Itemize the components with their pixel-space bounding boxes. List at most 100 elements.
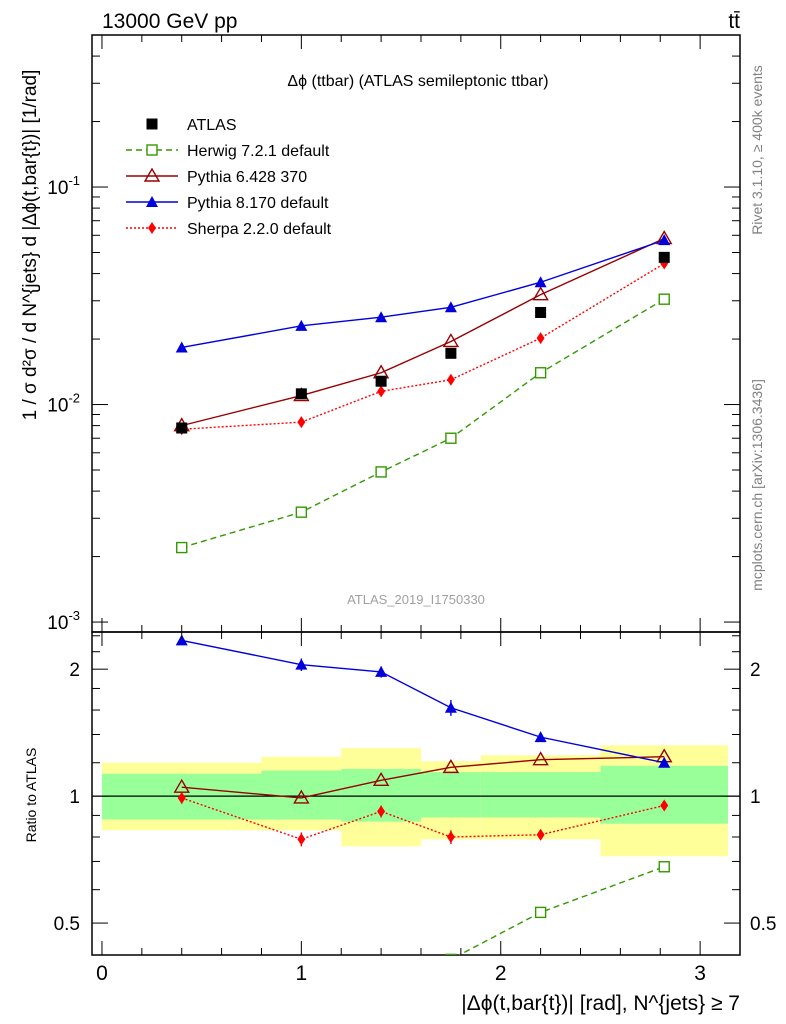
source-label: mcplots.cern.ch [arXiv:1306.3436] xyxy=(749,379,765,591)
series-point-main xyxy=(377,385,386,398)
legend-entry-2: Pythia 6.428 370 xyxy=(126,167,307,186)
legend-label: Pythia 8.170 default xyxy=(187,195,329,212)
legend-marker xyxy=(146,196,158,207)
ratio-tick-label: 2 xyxy=(69,660,80,681)
series-point-main xyxy=(176,541,188,554)
rivet-version-label: Rivet 3.1.10, ≥ 400k events xyxy=(749,65,765,235)
inner-band-5 xyxy=(600,765,729,824)
series-line-ratio xyxy=(181,797,665,841)
series-point-ratio xyxy=(377,805,386,818)
x-tick-label: 3 xyxy=(694,962,706,985)
legend-marker xyxy=(146,118,158,130)
x-axis-label: |Δϕ(t,bar{t})| [rad], N^{jets} ≥ 7 xyxy=(461,992,740,1015)
series-point-main xyxy=(658,234,671,246)
legend-entry-1: Herwig 7.2.1 default xyxy=(126,143,330,160)
chart-title: Δϕ (ttbar) (ATLAS semileptonic ttbar) xyxy=(287,73,548,90)
ratio-tick-label-right: 2 xyxy=(750,660,761,681)
tick-layer: 0 1 2 3 10-3 10-2 10-1 0.5 0.5 1 1 2 2 xyxy=(47,34,776,985)
ratio-plot-frame xyxy=(91,631,741,956)
x-tick-label: 2 xyxy=(495,962,507,985)
legend-label: Herwig 7.2.1 default xyxy=(187,143,330,160)
y-tick-label: 10-3 xyxy=(47,608,80,634)
series-point-main xyxy=(534,276,547,288)
legend-marker xyxy=(143,167,161,182)
inner-band-3 xyxy=(420,772,481,818)
axes-frames xyxy=(91,34,741,956)
ratio-tick-label: 0.5 xyxy=(54,914,80,935)
series-point-ratio xyxy=(444,701,457,713)
series-point-ratio xyxy=(534,731,547,743)
series-point-ratio xyxy=(175,634,188,646)
series-point-ratio xyxy=(372,771,390,787)
series-point-ratio xyxy=(376,968,386,978)
series-layer xyxy=(173,230,673,1024)
series-point-main xyxy=(297,416,306,429)
series-point-main xyxy=(536,332,545,345)
legend-label: ATLAS xyxy=(187,117,237,134)
series-line-main xyxy=(181,239,665,349)
legend-label: Sherpa 2.2.0 default xyxy=(187,221,332,238)
data-point xyxy=(295,388,307,400)
series-point-ratio xyxy=(297,833,306,846)
series-point-main xyxy=(295,506,308,518)
series-line-main xyxy=(181,237,665,427)
series-point-ratio xyxy=(445,953,457,955)
series-2 xyxy=(175,234,671,353)
data-point xyxy=(445,347,457,359)
legend-marker xyxy=(146,144,158,156)
y-tick-label: 10-1 xyxy=(47,173,80,199)
series-point-main xyxy=(442,333,460,348)
series-line-ratio xyxy=(181,756,665,799)
data-series xyxy=(176,251,670,434)
data-point xyxy=(535,306,547,318)
series-point-ratio xyxy=(293,789,310,804)
y-tick-label: 10-2 xyxy=(47,391,80,417)
series-point-main xyxy=(658,293,670,305)
ratio-tick-label: 1 xyxy=(69,787,80,808)
series-0 xyxy=(176,293,670,554)
y-axis-label: 1 / σ d²σ / d N^{jets} d |Δϕ(t,bar{t})| … xyxy=(20,70,41,421)
series-point-ratio xyxy=(296,1018,306,1024)
series-point-ratio xyxy=(660,799,669,812)
series-point-main xyxy=(375,466,387,478)
series-point-main xyxy=(175,341,188,353)
x-tick-label: 0 xyxy=(96,962,108,985)
data-point xyxy=(658,251,670,263)
series-point-main xyxy=(534,367,547,379)
legend-label: Pythia 6.428 370 xyxy=(187,169,307,186)
uncertainty-bands xyxy=(92,745,740,857)
series-ratio-0 xyxy=(296,861,670,1024)
series-point-ratio xyxy=(534,906,547,919)
legend-entry-0: ATLAS xyxy=(146,117,237,134)
series-point-main xyxy=(445,432,457,444)
series-ratio-3 xyxy=(177,791,669,847)
legend-marker xyxy=(148,222,156,234)
series-point-ratio xyxy=(532,751,549,766)
analysis-watermark: ATLAS_2019_I1750330 xyxy=(347,592,485,607)
ratio-y-axis-label: Ratio to ATLAS xyxy=(23,748,39,843)
legend-entry-3: Pythia 8.170 default xyxy=(126,195,329,212)
series-point-main xyxy=(532,286,549,301)
ratio-tick-label-right: 1 xyxy=(750,787,761,808)
header-energy-label: 13000 GeV pp xyxy=(102,10,237,33)
series-point-ratio xyxy=(658,756,671,768)
data-point xyxy=(176,422,188,434)
series-point-main xyxy=(375,311,388,323)
series-point-ratio xyxy=(375,665,388,677)
series-point-main xyxy=(446,373,455,386)
legend: ATLAS Herwig 7.2.1 default Pythia 6.428 37… xyxy=(126,117,332,238)
x-tick-label: 1 xyxy=(296,962,308,985)
series-point-ratio xyxy=(658,861,670,873)
ratio-tick-label-right: 0.5 xyxy=(750,914,776,935)
legend-entry-4: Sherpa 2.2.0 default xyxy=(126,221,332,238)
series-point-ratio xyxy=(177,791,186,804)
series-ratio-2 xyxy=(175,634,671,768)
series-point-main xyxy=(295,319,308,331)
series-point-ratio xyxy=(446,830,455,843)
series-point-ratio xyxy=(536,828,545,841)
series-point-main xyxy=(444,301,457,313)
series-line-ratio xyxy=(181,639,665,764)
series-line-main xyxy=(181,298,665,549)
